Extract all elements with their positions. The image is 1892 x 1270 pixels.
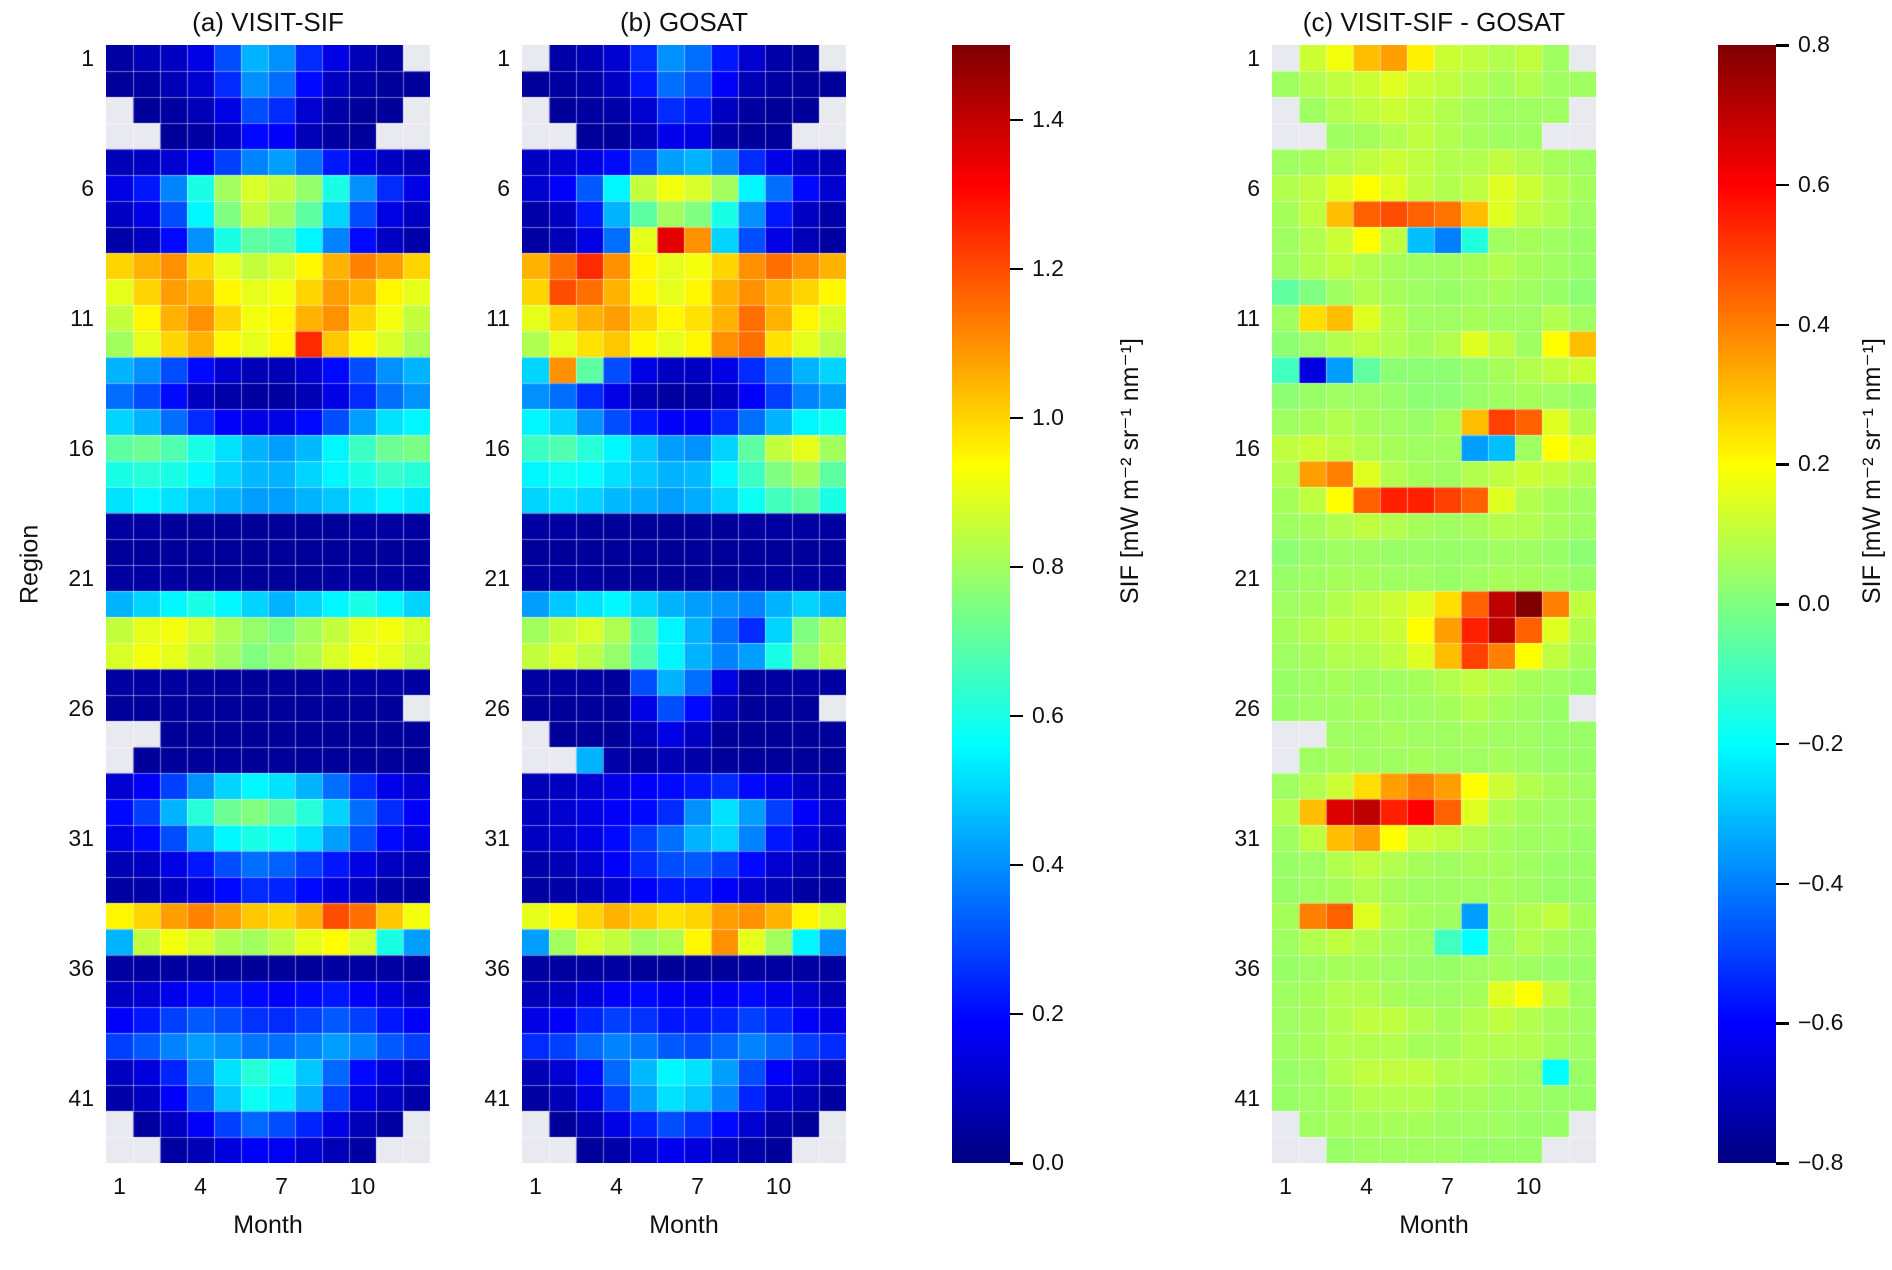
colorbar-tick-label: −0.4 <box>1798 869 1844 896</box>
y-tick-label: 21 <box>68 565 94 591</box>
panel-a-title: (a) VISIT-SIF <box>192 7 344 37</box>
colorbar-tick-mark <box>1010 1162 1023 1165</box>
y-tick-label: 16 <box>484 435 510 461</box>
x-tick-label: 7 <box>275 1173 288 1199</box>
colorbar-tick-label: 0.4 <box>1798 310 1830 337</box>
y-tick-label: 16 <box>1234 435 1260 461</box>
y-tick-label: 21 <box>1234 565 1260 591</box>
y-tick-label: 36 <box>1234 955 1260 981</box>
y-tick-label: 6 <box>1247 175 1260 201</box>
colorbar-tick-label: 0.4 <box>1032 850 1064 877</box>
colorbar-tick-label: 1.4 <box>1032 105 1064 132</box>
x-tick-label: 4 <box>610 1173 623 1199</box>
y-tick-label: 1 <box>81 45 94 71</box>
y-tick-label: 16 <box>68 435 94 461</box>
y-tick-label: 1 <box>497 45 510 71</box>
colorbar-tick-mark <box>1010 267 1023 271</box>
x-tick-label: 1 <box>113 1173 126 1199</box>
colorbar-tick-label: 0.8 <box>1798 30 1830 57</box>
colorbar-tick-mark <box>1776 882 1789 885</box>
colorbar-diff-gradient <box>1718 45 1776 1163</box>
y-tick-label: 21 <box>484 565 510 591</box>
y-tick-label: 41 <box>484 1085 510 1111</box>
colorbar-tick-label: 0.0 <box>1798 589 1830 616</box>
y-tick-label: 31 <box>484 825 510 851</box>
y-tick-label: 31 <box>1234 825 1260 851</box>
panel-b-heatmap <box>522 45 846 1163</box>
x-tick-label: 7 <box>691 1173 704 1199</box>
panel-c: (c) VISIT-SIF - GOSAT Month 1 6 11 16 21 26 31… <box>1234 7 1596 1239</box>
y-tick-label: 11 <box>70 305 94 331</box>
colorbar-tick-label: 0.0 <box>1032 1148 1064 1175</box>
y-tick-label: 41 <box>68 1085 94 1111</box>
colorbar-tick-mark <box>1010 565 1023 569</box>
colorbar-tick-label: 0.6 <box>1032 701 1064 728</box>
colorbar-tick-label: 1.2 <box>1032 254 1064 281</box>
colorbar-tick-mark <box>1010 1012 1023 1016</box>
y-tick-label: 31 <box>68 825 94 851</box>
x-tick-label: 10 <box>1515 1173 1542 1199</box>
colorbar-tick-label: −0.8 <box>1798 1148 1844 1175</box>
colorbar-sif: 1.4 1.2 1.0 0.8 0.6 0.4 0.2 0.0 <box>952 45 1064 1175</box>
y-tick-label: 6 <box>81 175 94 201</box>
colorbar-tick-mark <box>1010 118 1023 122</box>
y-tick-label: 1 <box>1247 45 1260 71</box>
y-tick-label: 11 <box>486 305 510 331</box>
colorbar-tick-mark <box>1776 183 1789 187</box>
panel-b-title: (b) GOSAT <box>619 7 749 37</box>
y-tick-label: 6 <box>497 175 510 201</box>
colorbar-tick-label: −0.2 <box>1798 729 1844 756</box>
y-tick-label: 41 <box>1234 1085 1260 1111</box>
x-tick-label: 7 <box>1441 1173 1454 1199</box>
colorbar-tick-mark <box>1776 742 1789 746</box>
colorbar-tick-label: −0.6 <box>1798 1009 1844 1036</box>
y-tick-label: 26 <box>1234 695 1260 721</box>
colorbar-tick-mark <box>1776 1022 1789 1025</box>
panel-c-title: (c) VISIT-SIF - GOSAT <box>1302 7 1566 37</box>
y-tick-label: 26 <box>68 695 94 721</box>
panel-b: (b) GOSAT Month 1 6 11 16 21 26 31 36 41 1 4 7 10 <box>484 7 846 1239</box>
colorbar-tick-mark <box>1010 863 1023 867</box>
colorbar-tick-mark <box>1776 603 1789 606</box>
panel-a-heatmap <box>106 45 430 1163</box>
colorbar-tick-mark <box>1010 714 1023 718</box>
x-tick-label: 1 <box>529 1173 542 1199</box>
x-tick-label: 10 <box>765 1173 792 1199</box>
colorbar-tick-mark <box>1010 416 1023 420</box>
colorbar-tick-label: 0.8 <box>1032 552 1064 579</box>
y-tick-label: 11 <box>1236 305 1260 331</box>
colorbar-tick-label: 0.6 <box>1798 170 1830 197</box>
panel-c-xlabel: Month <box>1399 1211 1469 1239</box>
colorbar-tick-mark <box>1776 323 1789 326</box>
colorbar-diff: 0.8 0.6 0.4 0.2 0.0 −0.2 −0.4 −0.6 −0.8 <box>1718 31 1843 1175</box>
colorbar-sif-gradient <box>952 45 1010 1163</box>
y-tick-label: 26 <box>484 695 510 721</box>
y-tick-label: 36 <box>484 955 510 981</box>
y-tick-label: 36 <box>68 955 94 981</box>
panel-c-heatmap <box>1272 45 1596 1163</box>
colorbar-tick-label: 0.2 <box>1032 999 1064 1026</box>
panel-a-xlabel: Month <box>233 1211 303 1239</box>
panel-b-xlabel: Month <box>649 1211 719 1239</box>
colorbar-tick-mark <box>1776 463 1789 466</box>
panel-a: (a) VISIT-SIF Month 1 6 11 16 21 26 31 36 41 1 4 7 1… <box>68 7 430 1239</box>
x-tick-label: 4 <box>1360 1173 1373 1199</box>
colorbar-tick-label: 0.2 <box>1798 450 1830 477</box>
x-tick-label: 4 <box>194 1173 207 1199</box>
colorbar-tick-label: 1.0 <box>1032 403 1064 430</box>
colorbar-tick-mark <box>1776 1162 1789 1165</box>
x-tick-label: 10 <box>349 1173 376 1199</box>
x-tick-label: 1 <box>1279 1173 1292 1199</box>
colorbar-tick-mark <box>1776 44 1789 47</box>
